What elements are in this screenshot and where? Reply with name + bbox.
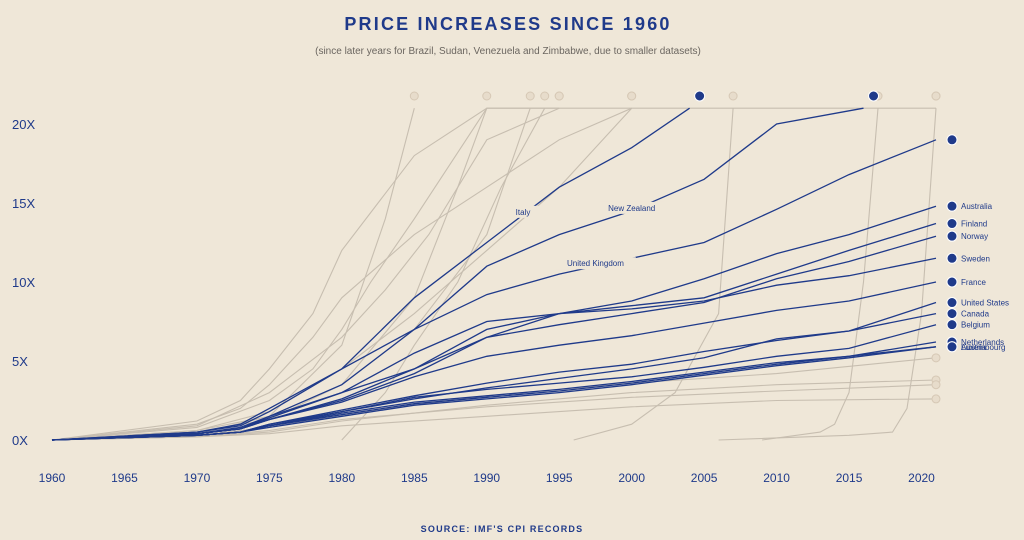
faded-series-line: [341, 107, 546, 441]
y-tick-label: 5X: [12, 354, 28, 369]
x-tick-label: 1975: [256, 471, 283, 485]
faded-flag-icon: [540, 91, 550, 101]
x-tick-label: 1960: [39, 471, 66, 485]
end-label-australia: Australia: [961, 202, 993, 211]
faded-series-line: [51, 398, 937, 441]
flag-icon-top-italy: [694, 90, 706, 102]
series-line-austria: [51, 346, 937, 441]
chart-subtitle: (since later years for Brazil, Sudan, Ve…: [315, 46, 701, 57]
flag-icon-sweden: [946, 252, 958, 264]
faded-series-line: [51, 107, 560, 441]
end-label-canada: Canada: [961, 310, 990, 319]
end-label-belgium: Belgium: [961, 321, 990, 330]
series-line-new-zealand: [51, 107, 864, 441]
faded-flag-icon: [525, 91, 535, 101]
end-label-norway: Norway: [961, 232, 988, 241]
y-tick-label: 10X: [12, 275, 35, 290]
inline-label-bg: [505, 205, 540, 218]
end-label-luxembourg: Luxembourg: [961, 343, 1005, 352]
flag-icon-united-states: [946, 297, 958, 309]
end-label-netherlands: Netherlands: [961, 338, 1004, 347]
flag-icon-norway: [946, 230, 958, 242]
faded-flag-icon: [627, 91, 637, 101]
x-tick-label: 1965: [111, 471, 138, 485]
faded-series-line: [51, 107, 560, 441]
x-tick-label: 2005: [691, 471, 718, 485]
x-tick-label: 2015: [836, 471, 863, 485]
y-tick-label: 0X: [12, 433, 28, 448]
faded-flag-icon: [409, 91, 419, 101]
chart-title: PRICE INCREASES SINCE 1960: [344, 14, 671, 34]
end-label-france: France: [961, 278, 986, 287]
flag-icon-top-new-zealand: [868, 90, 880, 102]
faded-series-line: [51, 107, 936, 441]
y-tick-label: 15X: [12, 196, 35, 211]
faded-flag-icon: [931, 380, 941, 390]
inline-labels-group: Italy New Zealand United Kingdom: [505, 201, 665, 270]
faded-series-line: [573, 108, 734, 441]
x-tick-label: 1980: [328, 471, 355, 485]
flag-icon-finland: [946, 218, 958, 230]
x-tick-label: 2000: [618, 471, 645, 485]
x-tick-label: 2020: [908, 471, 935, 485]
inline-label-bg: [555, 257, 636, 270]
flag-icon-france: [946, 276, 958, 288]
faded-series-line: [718, 108, 937, 441]
inline-label-bg: [599, 201, 665, 214]
y-tick-label: 20X: [12, 117, 35, 132]
x-axis: 1960 1965 1970 1975 1980 1985 1990 1995 2000 2005…: [39, 471, 936, 485]
x-tick-label: 1985: [401, 471, 428, 485]
x-tick-label: 2010: [763, 471, 790, 485]
inline-label-italy: Italy: [516, 208, 531, 217]
flag-icon-australia: [946, 200, 958, 212]
faded-flag-icon: [931, 91, 941, 101]
flag-icon-united-kingdom: [946, 134, 958, 146]
end-label-sweden: Sweden: [961, 254, 990, 263]
series-line-italy: [51, 107, 690, 441]
end-label-finland: Finland: [961, 220, 987, 229]
faded-flag-icon: [554, 91, 564, 101]
inline-label-new-zealand: New Zealand: [608, 204, 655, 213]
flag-icon-canada: [946, 308, 958, 320]
inline-label-united-kingdom: United Kingdom: [567, 259, 624, 268]
faded-flag-icon: [482, 91, 492, 101]
chart-source: SOURCE: IMF'S CPI RECORDS: [421, 524, 584, 534]
faded-flag-icon: [728, 91, 738, 101]
x-tick-label: 1970: [184, 471, 211, 485]
end-labels-group: Australia Finland Norway Sweden France United…: [694, 90, 1009, 353]
end-label-austria: Austria: [961, 343, 986, 352]
x-tick-label: 1995: [546, 471, 573, 485]
series-line-france: [51, 281, 937, 441]
end-label-united-states: United States: [961, 299, 1009, 308]
x-tick-label: 1990: [473, 471, 500, 485]
series-line-united-kingdom: [51, 139, 937, 441]
flag-icon-austria: [946, 341, 958, 353]
y-axis: 0X 5X 10X 15X 20X: [12, 117, 35, 448]
faded-flag-icon: [931, 394, 941, 404]
highlighted-series-group: [51, 107, 937, 441]
faded-series-line: [762, 108, 879, 441]
flag-icon-belgium: [946, 319, 958, 331]
faded-flag-icon: [931, 353, 941, 363]
